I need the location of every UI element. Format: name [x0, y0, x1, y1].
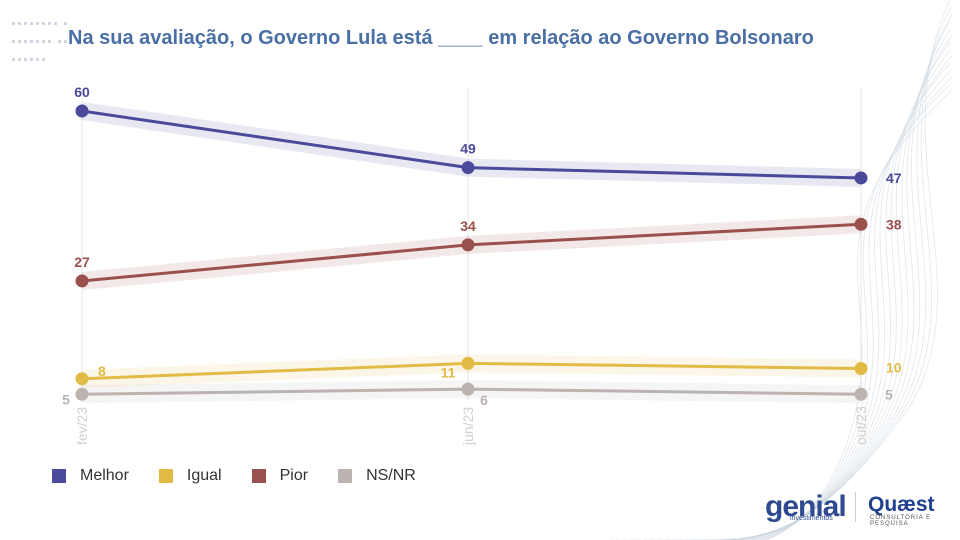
data-point: [854, 217, 868, 231]
data-label: 8: [98, 363, 106, 379]
wave-line: [609, 90, 952, 540]
wave-line: [665, 34, 953, 540]
data-label: 5: [62, 391, 70, 407]
genial-logo: genial: [765, 490, 847, 523]
legend-label: Melhor: [80, 467, 129, 484]
chart-title: Na sua avaliação, o Governo Lula está __…: [68, 27, 814, 49]
legend-label: NS/NR: [366, 467, 416, 484]
wave-line: [651, 48, 952, 540]
data-label: 11: [441, 364, 456, 380]
decorative-dots: [12, 14, 74, 68]
legend-swatch: [52, 469, 66, 483]
data-label: 27: [74, 254, 90, 270]
data-label: 6: [480, 392, 488, 408]
wave-line: [616, 83, 951, 540]
data-point: [461, 382, 475, 396]
quaest-logo-subtitle: CONSULTORIA E PESQUISA: [870, 515, 932, 527]
data-point: [461, 356, 475, 370]
data-point: [75, 274, 89, 288]
data-label: 10: [886, 360, 902, 376]
x-tick-label: fev/23: [74, 407, 90, 445]
legend-label: Pior: [279, 467, 309, 484]
legend-swatch: [251, 469, 266, 483]
legend-item-melhor: Melhor: [52, 467, 129, 485]
data-label: 5: [885, 386, 893, 402]
x-tick-label: jun/23: [460, 407, 476, 446]
data-label: 60: [74, 84, 90, 100]
legend-item-igual: Igual: [158, 467, 222, 485]
legend-swatch: [158, 469, 173, 483]
wave-line: [623, 76, 953, 540]
legend-item-nsnr: NS/NR: [338, 467, 416, 485]
wave-line: [630, 69, 952, 540]
quaest-logo: Quæst: [868, 493, 935, 516]
x-tick-label: out/23: [853, 406, 869, 445]
genial-logo-subtitle: investimentos: [790, 515, 833, 522]
x-axis-labels: fev/23 jun/23 out/23: [74, 406, 869, 446]
data-point: [75, 372, 89, 386]
data-label: 49: [460, 141, 476, 157]
data-point: [461, 161, 475, 175]
legend: Melhor Igual Pior NS/NR: [52, 467, 446, 485]
data-point: [75, 387, 89, 401]
legend-swatch: [338, 469, 353, 483]
wave-line: [686, 13, 953, 540]
logo-divider: [855, 492, 856, 522]
wave-line: [644, 55, 953, 540]
background-wave-lines: [609, 0, 953, 540]
wave-line: [679, 20, 951, 540]
wave-line: [658, 41, 951, 540]
wave-line: [637, 62, 951, 540]
data-point: [854, 171, 868, 185]
data-label: 38: [886, 216, 902, 232]
legend-label: Igual: [186, 467, 222, 484]
data-point: [854, 362, 868, 375]
data-point: [461, 238, 475, 252]
legend-item-pior: Pior: [251, 467, 309, 485]
wave-line: [672, 27, 952, 540]
data-label: 34: [460, 218, 476, 234]
data-point: [75, 104, 89, 118]
data-point: [854, 387, 868, 401]
series-layer: 60 49 47 27 34 38 8 11 10 5 6 5: [62, 84, 902, 408]
data-label: 47: [886, 170, 902, 186]
